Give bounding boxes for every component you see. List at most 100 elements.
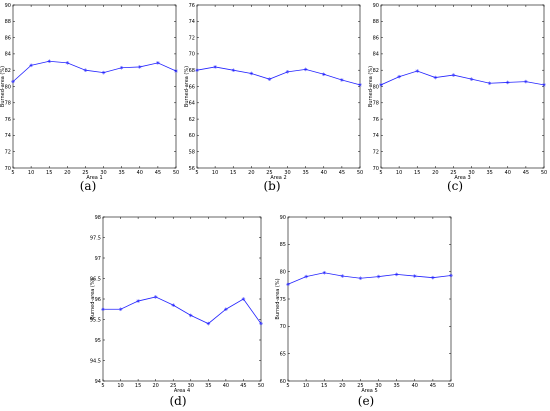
- x-tick-label: 35: [205, 383, 211, 389]
- x-tick-label: 5: [195, 170, 198, 176]
- data-point: [358, 83, 362, 87]
- data-point: [285, 70, 290, 74]
- x-tick-label: 25: [170, 383, 176, 389]
- x-tick-label: 20: [339, 383, 345, 389]
- marker-stroke: [449, 274, 453, 277]
- marker-stroke: [242, 297, 245, 301]
- y-tick-label: 90: [280, 215, 286, 221]
- x-tick-label: 25: [266, 170, 272, 176]
- marker-stroke: [340, 78, 344, 82]
- data-point: [137, 65, 142, 69]
- marker-stroke: [249, 72, 253, 75]
- x-axis-label: Area 2: [270, 175, 286, 181]
- plot-frame: [12, 4, 177, 169]
- marker-stroke: [84, 68, 87, 72]
- data-point: [397, 74, 401, 79]
- data-point: [206, 321, 211, 326]
- y-tick-label: 95.5: [90, 317, 101, 323]
- y-tick-label: 97: [95, 256, 101, 262]
- y-tick-label: 58: [189, 150, 195, 156]
- data-point: [153, 295, 158, 299]
- x-tick-label: 50: [541, 170, 547, 176]
- x-tick-label: 10: [303, 383, 309, 389]
- data-point: [259, 321, 263, 326]
- y-axis-label: Burned-area (%): [275, 278, 281, 319]
- marker-stroke: [413, 274, 417, 278]
- marker-stroke: [397, 75, 401, 79]
- x-tick-label: 30: [468, 170, 474, 176]
- x-tick-label: 30: [375, 383, 381, 389]
- x-tick-label: 15: [46, 170, 52, 176]
- marker-stroke: [171, 303, 175, 307]
- data-point: [322, 270, 327, 275]
- marker-stroke: [524, 80, 528, 84]
- x-axis-label: Area 3: [454, 175, 470, 181]
- panel-caption: (e): [358, 394, 374, 408]
- x-tick-label: 5: [11, 170, 14, 176]
- plot-frame: [102, 216, 262, 382]
- data-point: [379, 83, 383, 87]
- x-tick-label: 50: [258, 383, 264, 389]
- y-axis-label: Burned-area (%): [368, 66, 374, 107]
- y-tick-label: 85: [280, 242, 286, 248]
- marker-stroke: [506, 80, 510, 84]
- data-point: [286, 282, 290, 287]
- series-line: [287, 272, 452, 285]
- data-point: [29, 63, 33, 68]
- y-tick-label: 80: [373, 84, 379, 90]
- marker-stroke: [138, 65, 142, 69]
- y-tick-label: 86: [373, 35, 379, 41]
- x-tick-label: 40: [137, 170, 143, 176]
- data-point: [451, 73, 456, 77]
- y-axis-label: Burned-area (%): [90, 278, 96, 319]
- y-tick-label: 76: [189, 3, 195, 9]
- marker-stroke: [156, 61, 160, 65]
- data-point: [340, 274, 345, 278]
- data-point: [340, 78, 344, 82]
- data-point: [231, 68, 236, 72]
- marker-stroke: [377, 275, 380, 279]
- y-tick-label: 72: [189, 35, 195, 41]
- x-tick-label: 30: [284, 170, 290, 176]
- data-point: [188, 313, 193, 318]
- marker-stroke: [379, 83, 383, 87]
- y-tick-label: 94: [95, 379, 101, 385]
- plot-frame: [380, 4, 545, 169]
- data-point: [174, 69, 178, 73]
- x-tick-label: 45: [240, 383, 246, 389]
- data-point: [47, 59, 52, 64]
- plot-frame: [287, 216, 452, 382]
- y-tick-label: 72: [373, 150, 379, 156]
- data-point: [415, 69, 420, 73]
- marker-stroke: [322, 271, 326, 275]
- y-tick-label: 98: [95, 215, 101, 221]
- series-line: [380, 70, 545, 86]
- y-tick-label: 66: [189, 84, 195, 90]
- x-tick-label: 5: [101, 383, 104, 389]
- x-tick-label: 15: [230, 170, 236, 176]
- data-point: [487, 81, 492, 86]
- x-axis-label: Area 4: [174, 388, 190, 394]
- data-point: [136, 299, 140, 303]
- x-axis-label: Area 5: [361, 388, 377, 394]
- y-tick-label: 95: [95, 338, 101, 344]
- data-point: [83, 68, 88, 72]
- data-point: [195, 68, 199, 72]
- marker-stroke: [395, 272, 399, 276]
- y-tick-label: 78: [373, 101, 379, 107]
- x-tick-label: 30: [100, 170, 106, 176]
- marker-stroke: [542, 83, 546, 87]
- panel-caption: (a): [80, 179, 97, 193]
- data-point: [118, 307, 123, 312]
- x-tick-label: 35: [118, 170, 124, 176]
- x-tick-label: 10: [117, 383, 123, 389]
- x-tick-label: 35: [486, 170, 492, 176]
- panel-caption: (b): [263, 179, 280, 193]
- x-tick-label: 25: [450, 170, 456, 176]
- marker-stroke: [47, 59, 51, 63]
- series-line: [12, 60, 177, 82]
- marker-stroke: [470, 77, 473, 81]
- x-tick-label: 15: [321, 383, 327, 389]
- x-tick-label: 5: [286, 383, 289, 389]
